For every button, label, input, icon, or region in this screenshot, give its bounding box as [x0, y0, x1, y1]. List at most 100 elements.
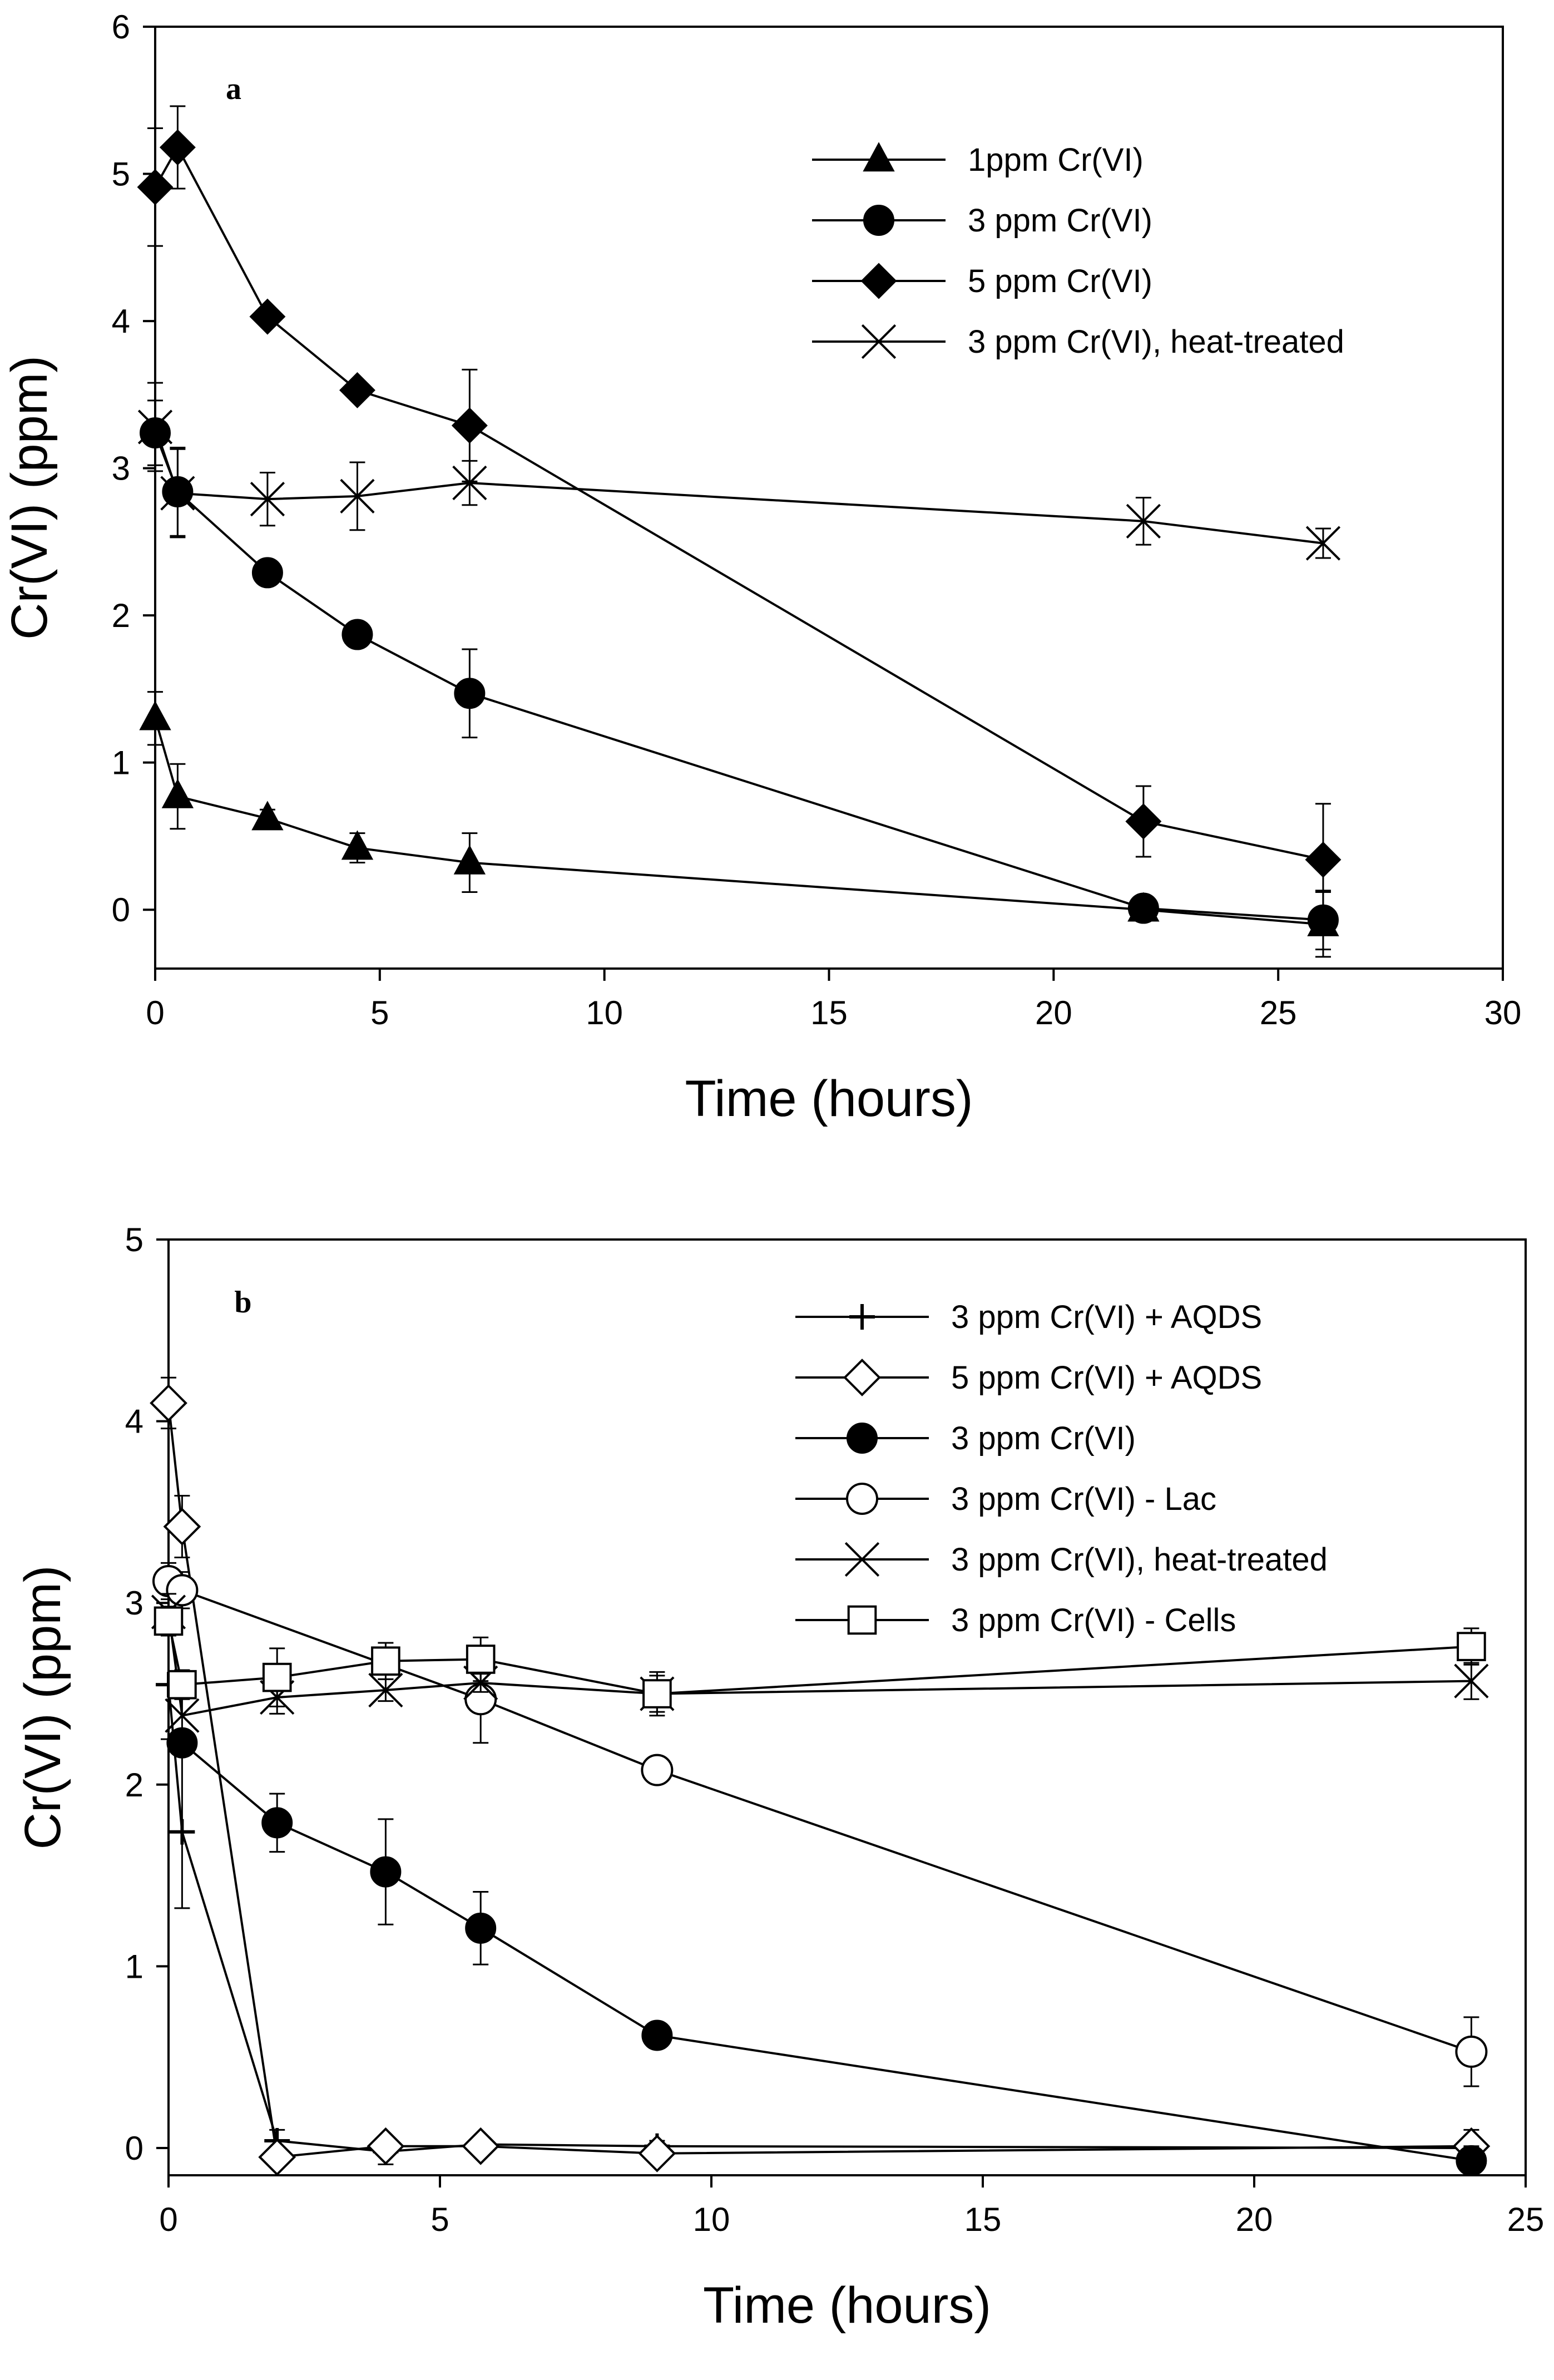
series-line	[181, 1742, 1472, 2162]
series-3	[137, 105, 1342, 917]
x-tick-label: 25	[1507, 2201, 1545, 2238]
legend: 1ppm Cr(VI) 3 ppm Cr(VI) 5 ppm Cr(VI) 3 ppm…	[812, 142, 1344, 360]
data-point	[1305, 526, 1341, 561]
panel-letter: b	[234, 1285, 251, 1320]
data-point	[340, 478, 375, 513]
data-point	[251, 801, 284, 831]
x-tick-label: 15	[964, 2201, 1002, 2238]
x-tick-label: 5	[430, 2201, 449, 2238]
y-tick-label: 3	[112, 450, 130, 487]
data-point	[163, 1508, 201, 1545]
legend-label: 3 ppm Cr(VI)	[968, 203, 1152, 239]
legend-label: 3 ppm Cr(VI), heat-treated	[968, 324, 1344, 360]
series-6	[154, 1606, 1486, 1717]
data-point	[1454, 1663, 1489, 1698]
data-point	[261, 1807, 293, 1839]
legend-label: 3 ppm Cr(VI), heat-treated	[951, 1542, 1328, 1578]
data-point	[1125, 803, 1162, 840]
y-tick-label: 5	[125, 1221, 143, 1258]
legend-label: 3 ppm Cr(VI) + AQDS	[951, 1299, 1262, 1335]
legend-label: 3 ppm Cr(VI)	[951, 1420, 1136, 1456]
data-point	[165, 1698, 200, 1733]
x-tick-label: 15	[810, 994, 848, 1031]
data-point	[1126, 503, 1161, 539]
data-point	[160, 476, 195, 511]
data-point	[465, 1912, 497, 1944]
y-tick-label: 2	[125, 1766, 143, 1804]
data-point	[139, 700, 171, 730]
data-point	[451, 407, 488, 444]
data-point	[137, 169, 174, 205]
series-line	[167, 1403, 1472, 2159]
legend-label: 5 ppm Cr(VI)	[968, 263, 1152, 299]
data-point	[368, 1672, 403, 1708]
legend: 3 ppm Cr(VI) + AQDS 5 ppm Cr(VI) + AQDS 3 …	[795, 1299, 1328, 1638]
y-tick-label: 0	[112, 891, 130, 929]
legend-marker	[863, 142, 895, 172]
y-tick-label: 3	[125, 1584, 143, 1622]
data-point	[1305, 841, 1342, 878]
data-point	[452, 465, 487, 501]
data-point	[150, 1384, 187, 1422]
y-axis-title: Cr(VI) (ppm)	[14, 1565, 71, 1849]
data-point	[169, 1819, 195, 1845]
panel-a: 0 5 10 15 20 25 30 0 1 2 3 4 5 6 Time (hours) Cr(VI) (p…	[1, 8, 1521, 1127]
data-point	[641, 1754, 674, 1786]
x-tick-label: 30	[1484, 994, 1522, 1031]
legend-marker	[844, 1542, 880, 1577]
x-tick-label: 25	[1260, 994, 1297, 1031]
x-tick-label: 5	[370, 994, 389, 1031]
legend-marker	[860, 263, 897, 299]
legend-marker	[863, 205, 894, 236]
data-point	[1456, 2145, 1487, 2176]
data-point	[159, 129, 196, 166]
data-point	[1127, 892, 1159, 924]
series-line	[167, 1684, 1472, 2153]
x-axis-title: Time (hours)	[703, 2277, 991, 2334]
data-point	[258, 2138, 296, 2176]
data-point	[466, 1645, 496, 1674]
y-tick-label: 5	[112, 156, 130, 193]
legend-label: 3 ppm Cr(VI) - Lac	[951, 1481, 1216, 1517]
x-tick-label: 0	[146, 994, 164, 1031]
data-point	[1455, 2035, 1488, 2068]
data-point	[642, 1679, 672, 1709]
legend-marker	[847, 1605, 877, 1635]
legend-label: 5 ppm Cr(VI) + AQDS	[951, 1360, 1262, 1396]
data-point	[262, 1662, 292, 1692]
series-line	[154, 432, 1324, 921]
panel-b: 0 5 10 15 20 25 0 1 2 3 4 5 Time (hours) Cr(VI) (ppm)…	[14, 1221, 1544, 2334]
x-tick-label: 20	[1236, 2201, 1273, 2238]
series-3	[166, 1727, 1487, 2176]
y-tick-label: 1	[125, 1948, 143, 1985]
y-tick-label: 0	[125, 2130, 143, 2167]
legend-marker	[846, 1483, 878, 1515]
x-tick-label: 10	[586, 994, 623, 1031]
data-point	[1457, 1632, 1486, 1661]
legend-marker	[849, 1304, 875, 1330]
x-tick-label: 20	[1035, 994, 1072, 1031]
legend-label: 3 ppm Cr(VI) - Cells	[951, 1602, 1236, 1638]
x-tick-label: 10	[693, 2201, 730, 2238]
y-tick-label: 4	[112, 303, 130, 340]
data-point	[251, 557, 283, 589]
data-point	[367, 2127, 405, 2165]
x-tick-label: 0	[159, 2201, 177, 2238]
data-point	[370, 1856, 402, 1888]
data-point	[161, 778, 194, 808]
data-point	[638, 2134, 676, 2172]
data-point	[342, 619, 373, 650]
series-4	[137, 382, 1341, 561]
data-point	[462, 2127, 500, 2165]
series-2	[150, 1376, 1491, 2176]
y-axis-title: Cr(VI) (ppm)	[1, 355, 58, 640]
data-point	[249, 298, 286, 335]
data-point	[454, 678, 486, 709]
y-tick-label: 2	[112, 597, 130, 634]
data-point	[167, 1670, 197, 1700]
series-5	[151, 1593, 1489, 1735]
data-point	[453, 845, 486, 875]
series-2	[140, 399, 1339, 951]
y-tick-label: 1	[112, 744, 130, 782]
